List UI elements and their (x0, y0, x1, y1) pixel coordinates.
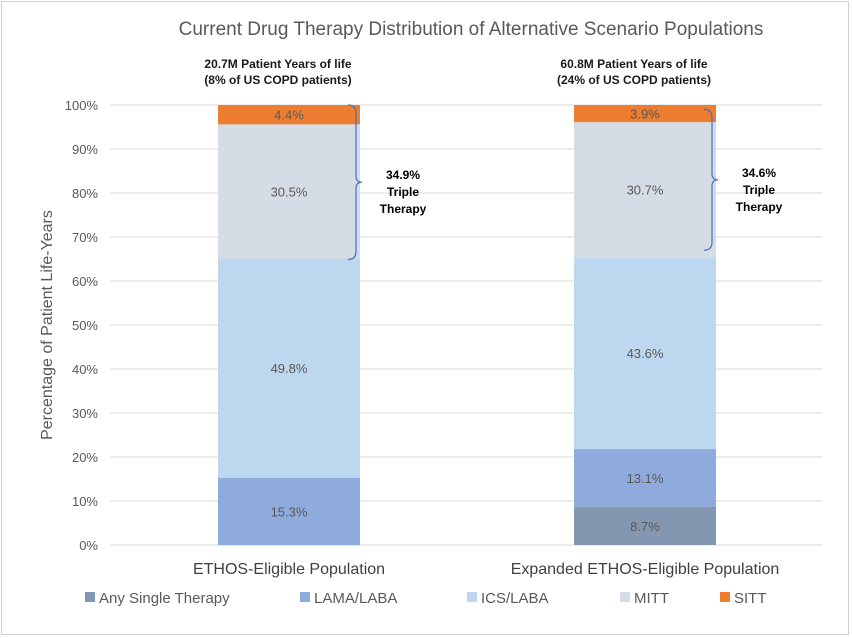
bar-header-line: 60.8M Patient Years of life (560, 57, 708, 71)
legend-swatch (620, 592, 630, 602)
y-tick-label: 10% (72, 494, 98, 509)
bar-headers: 20.7M Patient Years of life (8% of US COP… (204, 57, 711, 87)
legend-swatch (467, 592, 477, 602)
legend-swatch (720, 592, 730, 602)
bar-segment (218, 258, 360, 478)
bar-segment (574, 506, 716, 545)
bar-header-line: 20.7M Patient Years of life (204, 57, 352, 71)
data-label: 3.9% (630, 107, 660, 122)
y-tick-label: 50% (72, 318, 98, 333)
data-label: 49.8% (271, 361, 308, 376)
legend-label: MITT (634, 590, 669, 607)
legend-label: ICS/LABA (481, 590, 549, 607)
x-category-label: ETHOS-Eligible Population (193, 561, 385, 578)
x-category-label: Expanded ETHOS-Eligible Population (511, 561, 780, 578)
curly-brace (703, 108, 719, 251)
data-label: 30.5% (271, 184, 308, 199)
x-axis-categories: ETHOS-Eligible Population Expanded ETHOS-… (193, 561, 779, 578)
triple-therapy-label: 34.6% (742, 166, 776, 180)
curly-brace (347, 104, 363, 261)
triple-therapy-annotations: 34.9% Triple Therapy 34.6% Triple Therapy (347, 104, 783, 261)
bar-segment (218, 477, 360, 545)
data-label: 15.3% (271, 504, 308, 519)
data-label: 30.7% (627, 183, 664, 198)
triple-therapy-label: Therapy (736, 200, 783, 214)
triple-therapy-label: 34.9% (386, 168, 420, 182)
y-tick-label: 70% (72, 230, 98, 245)
y-tick-label: 20% (72, 450, 98, 465)
bar-segment (574, 257, 716, 450)
legend-label: Any Single Therapy (99, 590, 230, 607)
triple-therapy-label: Triple (387, 185, 419, 199)
y-tick-label: 100% (65, 98, 99, 113)
legend-label: LAMA/LABA (314, 590, 397, 607)
data-label: 43.6% (627, 346, 664, 361)
triple-therapy-label: Triple (743, 183, 775, 197)
bar-header-line: (8% of US COPD patients) (204, 73, 351, 87)
y-tick-label: 60% (72, 274, 98, 289)
y-tick-label: 90% (72, 142, 98, 157)
legend-swatch (300, 592, 310, 602)
legend-swatch (85, 592, 95, 602)
y-tick-label: 0% (79, 538, 98, 553)
y-tick-label: 40% (72, 362, 98, 377)
triple-therapy-label: Therapy (380, 202, 427, 216)
bar-segment (574, 122, 716, 258)
legend: Any Single Therapy LAMA/LABA ICS/LABA MITT S… (85, 590, 767, 607)
y-axis-label: Percentage of Patient Life-Years (39, 210, 56, 440)
bar-segment (574, 105, 716, 123)
legend-label: SITT (734, 590, 767, 607)
y-tick-label: 80% (72, 186, 98, 201)
data-label: 4.4% (274, 108, 304, 123)
bar-header-line: (24% of US COPD patients) (557, 73, 711, 87)
data-label: 8.7% (630, 519, 660, 534)
bar-segment (218, 124, 360, 259)
data-label: 13.1% (627, 471, 664, 486)
bars: 15.3% 49.8% 30.5% 4.4% 8.7% 13.1% 43.6% 30.7% 3.… (218, 105, 716, 545)
bar-segment (218, 105, 360, 125)
y-axis-ticks: 0% 10% 20% 30% 40% 50% 60% 70% 80% 90% 100% (65, 98, 99, 553)
y-tick-label: 30% (72, 406, 98, 421)
chart-title: Current Drug Therapy Distribution of Alt… (179, 19, 764, 40)
bar-segment (574, 449, 716, 507)
